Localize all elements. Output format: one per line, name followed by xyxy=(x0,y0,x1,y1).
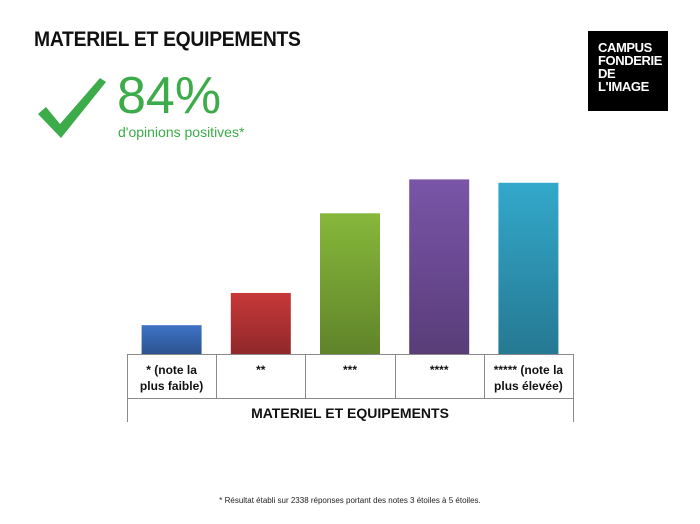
x-tick-label: **** xyxy=(430,363,449,377)
positive-opinions-label: d'opinions positives* xyxy=(118,124,245,140)
positive-percentage: 84% xyxy=(117,67,222,125)
logo-line: L'IMAGE xyxy=(598,79,649,94)
logo-line: CAMPUS xyxy=(598,40,652,55)
bar xyxy=(230,292,291,354)
footnote: * Résultat établi sur 2338 réponses port… xyxy=(219,496,481,505)
x-tick-label: plus faible) xyxy=(140,379,203,393)
page-title: MATERIEL ET EQUIPEMENTS xyxy=(34,28,301,51)
x-axis-title: MATERIEL ET EQUIPEMENTS xyxy=(251,405,449,421)
check-icon xyxy=(38,78,106,138)
bar xyxy=(409,179,470,354)
logo-line: FONDERIE xyxy=(598,53,662,68)
x-tick-label: * (note la xyxy=(146,363,197,377)
campus-logo: CAMPUS FONDERIE DE L'IMAGE xyxy=(588,31,668,111)
x-tick-label: ** xyxy=(256,363,266,377)
x-tick-label: *** xyxy=(343,363,357,377)
bar xyxy=(320,213,380,354)
bar xyxy=(141,325,202,354)
x-tick-label: plus élevée) xyxy=(494,379,563,393)
bar xyxy=(498,182,559,354)
x-tick-label: ***** (note la xyxy=(494,363,564,377)
logo-line: DE xyxy=(598,66,616,81)
